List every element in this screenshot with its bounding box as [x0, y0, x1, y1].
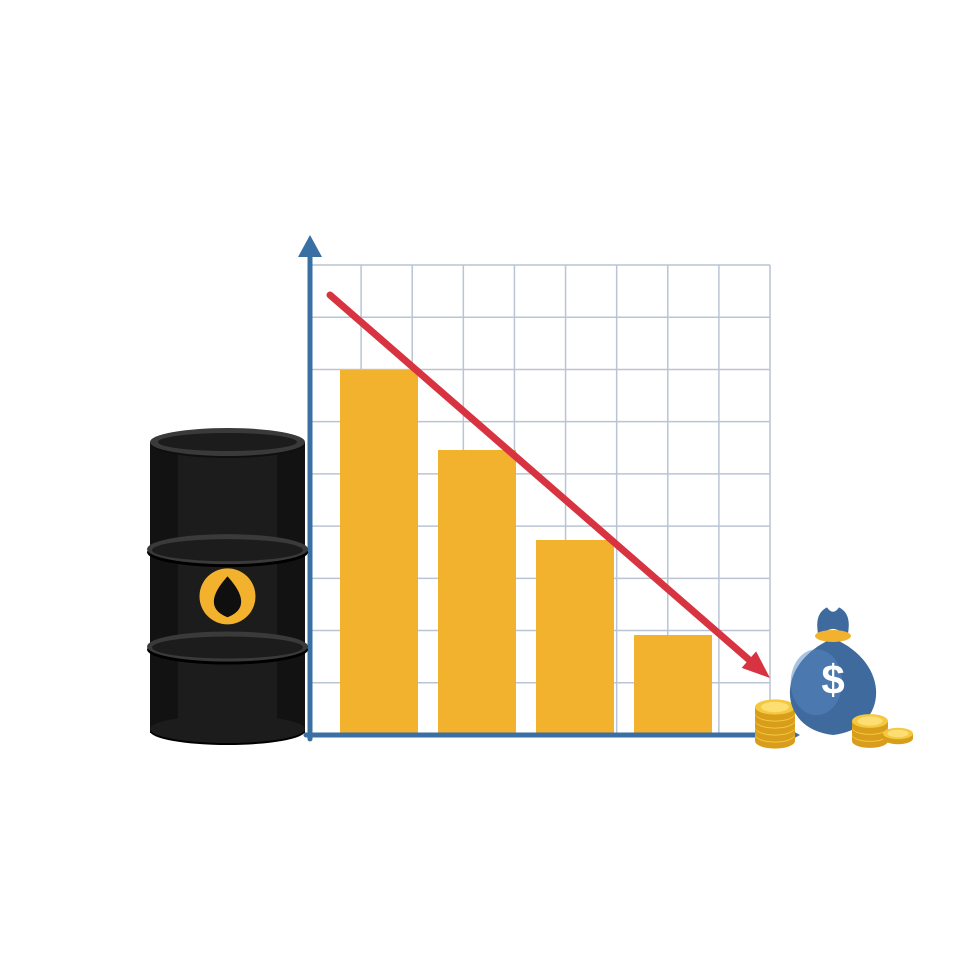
coin-icon [755, 699, 795, 720]
money-icon: $ [755, 607, 913, 748]
dollar-sign: $ [821, 656, 844, 703]
bar-4 [634, 635, 712, 735]
coin-icon [883, 728, 913, 744]
bar-3 [536, 540, 614, 735]
infographic-canvas: $ [0, 0, 980, 980]
y-axis-arrowhead [298, 235, 322, 257]
bag-tie [815, 630, 851, 642]
declining-bar-chart [298, 235, 800, 747]
bar-1 [340, 370, 418, 735]
oil-barrel-icon [147, 428, 308, 745]
bar-2 [438, 450, 516, 735]
coin-icon [852, 714, 888, 734]
